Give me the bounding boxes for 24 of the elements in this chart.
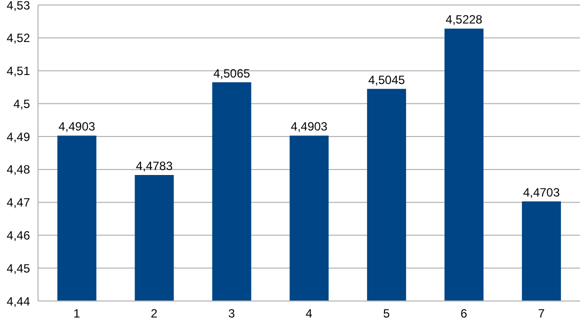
x-tick-label: 3 — [228, 306, 236, 321]
data-label: 4,5045 — [368, 72, 406, 87]
y-tick-label: 4,48 — [6, 162, 30, 177]
y-tick-label: 4,51 — [6, 64, 30, 78]
y-tick-label: 4,47 — [6, 196, 30, 210]
x-tick-label: 1 — [73, 306, 80, 321]
y-tick-label: 4,53 — [6, 0, 30, 12]
x-tick-label: 5 — [383, 306, 390, 321]
y-tick-label: 4,52 — [6, 31, 30, 46]
data-label: 4,4703 — [523, 185, 560, 200]
x-tick-label: 6 — [460, 306, 468, 321]
y-tick-label: 4,44 — [6, 294, 30, 308]
x-tick-label: 2 — [150, 306, 158, 321]
y-tick-label: 4,49 — [6, 130, 30, 144]
y-tick-label: 4,5 — [13, 96, 30, 111]
y-tick-label: 4,45 — [6, 261, 30, 276]
data-label: 4,5228 — [446, 12, 483, 27]
data-label: 4,4903 — [58, 120, 96, 134]
x-tick-label: 4 — [306, 306, 313, 321]
x-tick-label: 7 — [538, 306, 545, 321]
y-tick-label: 4,46 — [6, 228, 30, 242]
data-label: 4,4783 — [136, 159, 173, 174]
data-label: 4,5065 — [213, 66, 250, 80]
data-label: 4,4903 — [290, 120, 328, 134]
